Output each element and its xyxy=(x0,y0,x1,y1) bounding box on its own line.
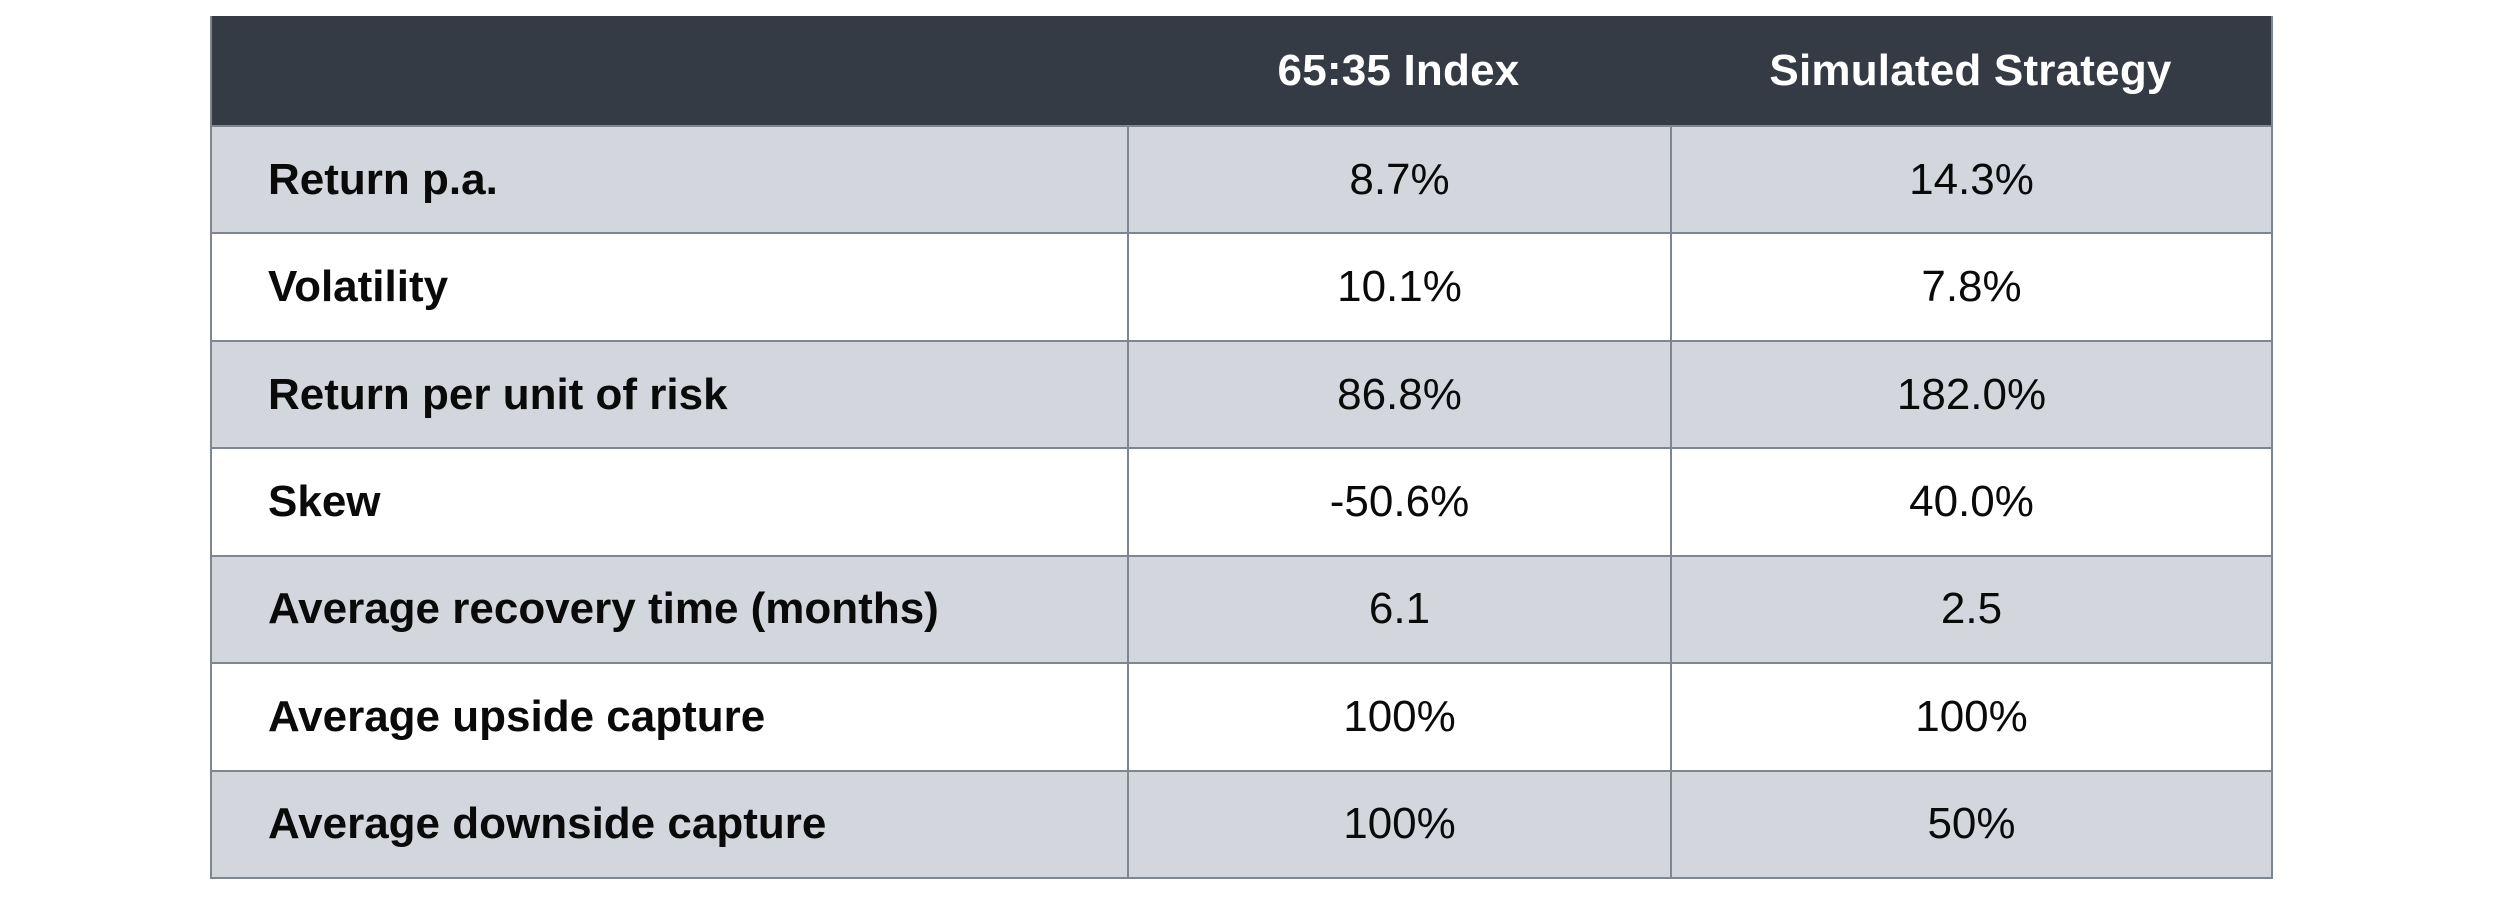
strategy-value: 7.8% xyxy=(1670,234,2271,340)
table-row: Average downside capture 100% 50% xyxy=(212,769,2271,877)
strategy-value: 14.3% xyxy=(1670,127,2271,233)
header-cell-strategy: Simulated Strategy xyxy=(1769,45,2172,95)
metric-label: Volatility xyxy=(268,262,449,312)
table-row: Average upside capture 100% 100% xyxy=(212,662,2271,770)
metric-label: Average recovery time (months) xyxy=(268,584,939,634)
metric-label: Skew xyxy=(268,476,381,526)
table-row: Return p.a. 8.7% 14.3% xyxy=(212,125,2271,233)
index-value: 8.7% xyxy=(1127,127,1670,233)
metrics-table: 65:35 Index Simulated Strategy Return p.… xyxy=(210,16,2273,879)
strategy-value: 40.0% xyxy=(1670,449,2271,555)
metric-label: Average downside capture xyxy=(268,799,827,849)
index-value: 86.8% xyxy=(1127,341,1670,448)
table-header-row: 65:35 Index Simulated Strategy xyxy=(212,16,2271,125)
table-row: Skew -50.6% 40.0% xyxy=(212,447,2271,555)
strategy-value: 182.0% xyxy=(1670,341,2271,448)
index-value: 10.1% xyxy=(1127,234,1670,340)
header-cell-empty xyxy=(212,16,1127,125)
strategy-value: 50% xyxy=(1670,771,2271,877)
index-value: 100% xyxy=(1127,771,1670,877)
strategy-value: 2.5 xyxy=(1670,556,2271,663)
table-row: Volatility 10.1% 7.8% xyxy=(212,232,2271,340)
index-value: 100% xyxy=(1127,664,1670,770)
index-value: 6.1 xyxy=(1127,556,1670,663)
metric-label: Return p.a. xyxy=(268,154,498,204)
metric-label: Average upside capture xyxy=(268,691,766,741)
table-row: Return per unit of risk 86.8% 182.0% xyxy=(212,339,2271,448)
strategy-value: 100% xyxy=(1670,664,2271,770)
metric-label: Return per unit of risk xyxy=(268,369,728,419)
index-value: -50.6% xyxy=(1127,449,1670,555)
table-row: Average recovery time (months) 6.1 2.5 xyxy=(212,554,2271,663)
header-cell-index: 65:35 Index xyxy=(1277,45,1520,95)
